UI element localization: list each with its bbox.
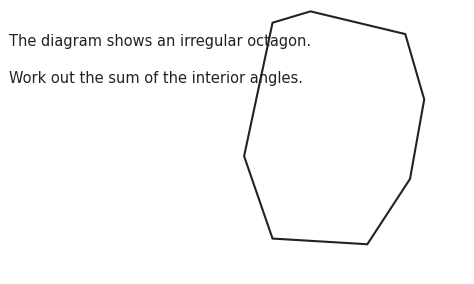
Polygon shape (244, 11, 424, 244)
Text: Work out the sum of the interior angles.: Work out the sum of the interior angles. (9, 71, 303, 86)
Text: The diagram shows an irregular octagon.: The diagram shows an irregular octagon. (9, 34, 311, 49)
